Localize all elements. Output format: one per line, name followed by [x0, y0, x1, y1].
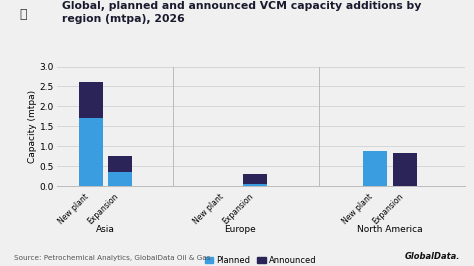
- Text: Asia: Asia: [96, 225, 115, 234]
- Text: New plant: New plant: [341, 192, 375, 226]
- Text: Expansion: Expansion: [370, 192, 405, 226]
- Bar: [109, 156, 132, 172]
- Text: Source: Petrochemical Analytics, GlobalData Oil & Gas: Source: Petrochemical Analytics, GlobalD…: [14, 255, 211, 261]
- Bar: [79, 118, 102, 186]
- Bar: [243, 184, 267, 186]
- Bar: [79, 82, 102, 118]
- Y-axis label: Capacity (mtpa): Capacity (mtpa): [28, 90, 37, 163]
- Bar: [243, 174, 267, 184]
- Bar: [393, 153, 417, 186]
- Text: New plant: New plant: [191, 192, 225, 226]
- Text: Expansion: Expansion: [221, 192, 255, 226]
- Bar: [363, 151, 387, 186]
- Text: Expansion: Expansion: [86, 192, 120, 226]
- Text: GlobalData.: GlobalData.: [404, 252, 460, 261]
- Legend: Planned, Announced: Planned, Announced: [201, 253, 320, 266]
- Text: Global, planned and announced VCM capacity additions by
region (mtpa), 2026: Global, planned and announced VCM capaci…: [62, 1, 421, 24]
- Text: Europe: Europe: [224, 225, 256, 234]
- Text: North America: North America: [357, 225, 422, 234]
- Text: New plant: New plant: [57, 192, 91, 226]
- Bar: [109, 172, 132, 186]
- Text: ⧖: ⧖: [19, 8, 27, 21]
